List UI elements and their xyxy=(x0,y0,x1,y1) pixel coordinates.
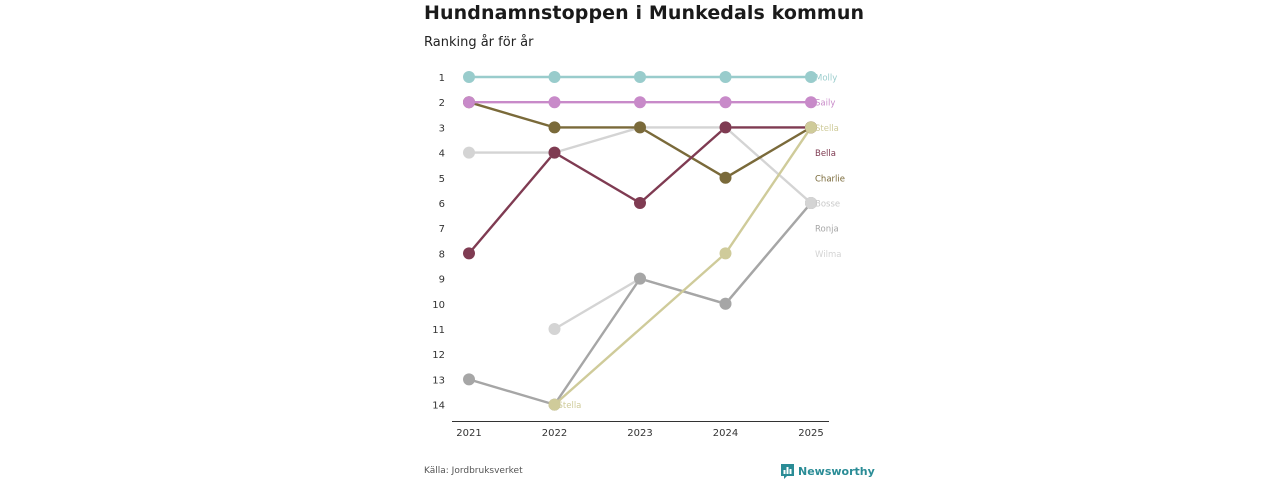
y-tick-label: 8 xyxy=(439,249,445,260)
y-tick-label: 2 xyxy=(439,98,445,109)
series-line-segment xyxy=(724,126,813,205)
data-point-molly xyxy=(463,71,475,83)
y-tick-label: 13 xyxy=(432,375,445,386)
end-label-ronja: Ronja xyxy=(815,225,839,235)
y-tick-label: 11 xyxy=(432,325,445,336)
y-tick-label: 5 xyxy=(439,174,445,185)
series-line-segment xyxy=(724,126,813,180)
data-point-bella xyxy=(463,247,475,260)
end-label-molly: Molly xyxy=(815,74,837,84)
y-tick-label: 14 xyxy=(432,401,445,412)
series-charlie xyxy=(467,100,813,180)
y-tick-label: 4 xyxy=(439,149,445,160)
data-point-ronja xyxy=(719,297,732,310)
x-tick-label: 2024 xyxy=(713,428,738,439)
x-tick-label: 2023 xyxy=(627,428,652,439)
data-point-molly xyxy=(805,71,817,83)
end-label-stella: Stella xyxy=(815,124,839,134)
series-line-segment xyxy=(467,151,556,255)
series-line-segment xyxy=(724,201,813,305)
data-point-stella xyxy=(805,121,817,134)
series-bella xyxy=(467,126,813,255)
series-wilma xyxy=(553,201,813,331)
data-point-bosse xyxy=(805,197,817,209)
chart-subtitle: Ranking år för år xyxy=(424,35,534,50)
series-bosse xyxy=(467,126,813,205)
y-tick-label: 3 xyxy=(439,123,445,134)
y-tick-label: 12 xyxy=(432,350,445,361)
series-line-segment xyxy=(638,126,727,205)
series-ronja xyxy=(467,201,813,406)
y-tick-label: 10 xyxy=(432,300,445,311)
data-point-bella xyxy=(634,197,646,209)
data-point-wilma xyxy=(548,323,561,335)
data-point-charlie xyxy=(548,121,561,134)
data-point-bosse xyxy=(463,146,475,159)
end-label-saily: Saily xyxy=(815,99,835,109)
data-point-molly xyxy=(548,71,561,83)
series-line-segment xyxy=(553,277,642,331)
data-point-bella xyxy=(548,146,561,159)
end-label-bosse: Bosse xyxy=(815,200,840,210)
bar-chart-logo-icon xyxy=(781,464,794,479)
series-line-segment xyxy=(724,126,813,255)
data-point-molly xyxy=(719,71,732,83)
end-label-bella: Bella xyxy=(815,149,836,159)
data-point-saily xyxy=(805,96,817,109)
source-note: Källa: Jordbruksverket xyxy=(424,466,523,476)
annotation-label: Stella xyxy=(558,401,582,411)
chart-title: Hundnamnstoppen i Munkedals kommun xyxy=(424,2,865,24)
data-point-ronja xyxy=(463,373,475,386)
series-line-segment xyxy=(467,100,556,129)
series-line-segment xyxy=(553,126,642,154)
end-label-charlie: Charlie xyxy=(815,174,845,184)
data-point-stella xyxy=(548,398,561,411)
data-point-saily xyxy=(463,96,475,109)
series-line-segment xyxy=(553,252,727,406)
data-point-molly xyxy=(634,71,646,83)
series-line-segment xyxy=(638,126,727,180)
data-point-charlie xyxy=(719,171,732,184)
y-tick-label: 1 xyxy=(439,73,445,84)
series-stella xyxy=(553,126,813,406)
y-tick-label: 6 xyxy=(439,199,445,210)
data-point-saily xyxy=(634,96,646,109)
x-tick-label: 2022 xyxy=(542,428,567,439)
series-line-segment xyxy=(553,277,642,406)
x-tick-label: 2025 xyxy=(798,428,823,439)
y-tick-label: 7 xyxy=(439,224,445,235)
data-point-stella xyxy=(719,247,732,260)
data-point-bella xyxy=(719,121,732,134)
data-point-charlie xyxy=(634,121,646,134)
series-line-segment xyxy=(553,151,642,205)
x-tick-label: 2021 xyxy=(456,428,481,439)
end-label-wilma: Wilma xyxy=(815,250,841,260)
data-point-saily xyxy=(548,96,561,109)
newsworthy-logo[interactable]: Newsworthy xyxy=(781,464,875,479)
data-point-ronja xyxy=(634,272,646,285)
data-point-saily xyxy=(719,96,732,109)
y-tick-label: 9 xyxy=(439,275,445,286)
brand-name: Newsworthy xyxy=(798,465,875,478)
series-line-segment xyxy=(467,378,556,406)
